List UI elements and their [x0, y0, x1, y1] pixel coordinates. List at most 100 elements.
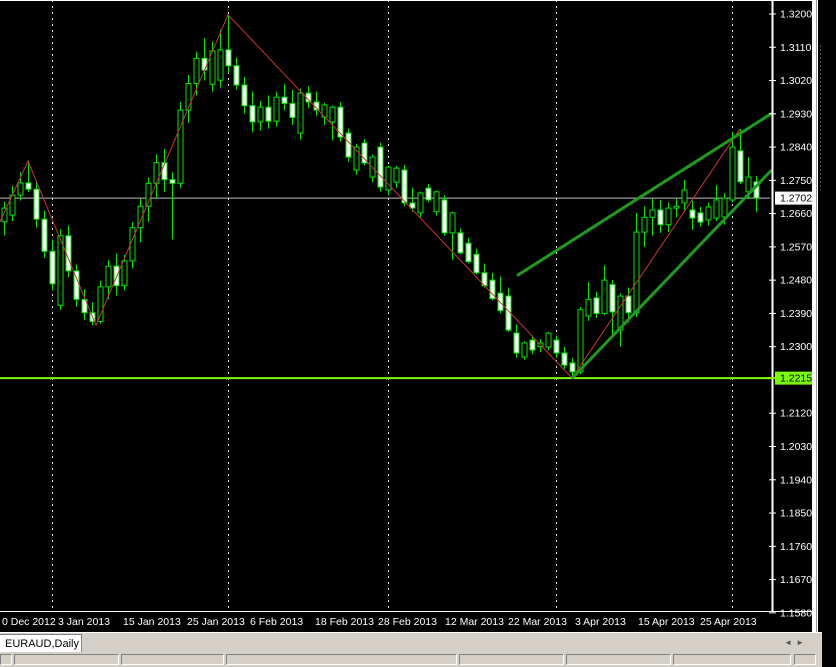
price-axis-label: 1.2030: [780, 441, 812, 453]
tab-label: EURAUD,Daily: [5, 638, 79, 650]
time-axis-label: 15 Apr 2013: [638, 616, 695, 628]
resize-grip-box[interactable]: [794, 654, 816, 665]
candle-body: [337, 106, 344, 138]
tab-scroll-buttons: ◄►: [784, 638, 808, 650]
price-axis-label: 1.2660: [780, 208, 812, 220]
candle-body: [185, 82, 192, 111]
candle-body: [105, 265, 112, 288]
candle-body: [169, 179, 176, 184]
candle-body: [377, 146, 384, 188]
candle-body: [241, 84, 248, 107]
candle-body: [681, 189, 688, 204]
candle-body: [601, 279, 608, 314]
candle-body: [137, 205, 144, 229]
candle-body: [217, 49, 224, 81]
candle-body: [257, 106, 264, 123]
price-axis-label: 1.1760: [780, 541, 812, 553]
candle-body: [41, 218, 48, 252]
candle-body: [689, 209, 696, 219]
candle-body: [409, 202, 416, 209]
status-bar: [0, 652, 822, 667]
price-axis-label: 1.1580: [780, 607, 812, 619]
candle-body: [385, 166, 392, 191]
scroll-left-icon[interactable]: ◄: [784, 638, 797, 647]
price-axis-label: 1.2480: [780, 275, 812, 287]
candle-body: [49, 250, 56, 285]
time-axis-label: 6 Feb 2013: [250, 616, 303, 628]
candle-body: [297, 92, 304, 134]
scroll-right-icon[interactable]: ►: [796, 638, 808, 647]
status-panel: [459, 654, 564, 665]
candle-body: [497, 292, 504, 311]
candle-body: [329, 106, 336, 123]
price-axis-label: 1.2390: [780, 308, 812, 320]
candle-body: [353, 146, 360, 171]
candle-body: [561, 352, 568, 366]
candle-body: [617, 295, 624, 331]
candle-body: [729, 146, 736, 201]
candle-body: [513, 332, 520, 354]
window-right-margin: [822, 0, 836, 667]
status-panel: [226, 654, 457, 665]
time-axis-label: 25 Apr 2013: [700, 616, 757, 628]
status-panel: [673, 654, 791, 665]
status-panel: [566, 654, 671, 665]
candle-body: [577, 309, 584, 373]
candle-body: [401, 169, 408, 204]
candle-body: [249, 105, 256, 123]
candle-body: [225, 49, 232, 67]
support-level-badge: [775, 371, 812, 385]
status-panel: [14, 654, 119, 665]
price-axis-label: 1.1670: [780, 574, 812, 586]
tab-euraud-daily[interactable]: EURAUD,Daily: [0, 634, 82, 653]
candle-body: [569, 362, 576, 373]
time-axis-label: 12 Mar 2013: [445, 616, 504, 628]
price-axis-label: 1.2930: [780, 108, 812, 120]
candle-body: [705, 206, 712, 221]
candle-body: [697, 212, 704, 223]
candle-body: [449, 212, 456, 234]
zigzag-indicator[interactable]: [0, 13, 741, 379]
candle-body: [473, 253, 480, 274]
candle-body: [345, 132, 352, 158]
price-axis-label: 1.3020: [780, 75, 812, 87]
candle-body: [177, 109, 184, 184]
candle-body: [81, 298, 88, 314]
candle-body: [121, 260, 128, 287]
candle-body: [657, 209, 664, 226]
time-axis-label: 22 Mar 2013: [508, 616, 567, 628]
candle-body: [393, 167, 400, 183]
candle-body: [17, 182, 24, 196]
time-axis-label: 18 Feb 2013: [315, 616, 374, 628]
chart-background[interactable]: [0, 0, 836, 632]
candle-body: [721, 197, 728, 218]
candle-body: [585, 298, 592, 317]
time-axis-label: 3 Apr 2013: [575, 616, 626, 628]
candle-body: [25, 182, 32, 190]
candle-body: [153, 162, 160, 184]
window-right-border: [812, 0, 818, 632]
candle-body: [265, 106, 272, 122]
price-axis-label: 1.2750: [780, 175, 812, 187]
candle-body: [489, 279, 496, 300]
time-axis-label: 0 Dec 2012: [2, 616, 56, 628]
time-axis-label: 25 Jan 2013: [187, 616, 245, 628]
candle-body: [33, 188, 40, 220]
candle-body: [521, 342, 528, 358]
trendline-channel-lower[interactable]: [571, 169, 773, 379]
candlestick-chart[interactable]: 1.3200 1.3110 1.3020 1.2930 1.2840 1.2750 1.26…: [0, 0, 836, 632]
price-axis-label: 1.2840: [780, 142, 812, 154]
trendline-channel-upper[interactable]: [516, 112, 773, 277]
chart-tab-bar: EURAUD,Daily ◄►: [0, 632, 822, 653]
candle-body: [609, 284, 616, 313]
candle-body: [641, 216, 648, 233]
price-axis-label: 1.2300: [780, 341, 812, 353]
price-axis-label: 1.2120: [780, 408, 812, 420]
candle-body: [545, 332, 552, 348]
candle-body: [649, 209, 656, 218]
candle-body: [1, 207, 8, 223]
candle-body: [281, 96, 288, 104]
candle-body: [425, 187, 432, 201]
time-axis-label: 3 Jan 2013: [58, 616, 110, 628]
candle-body: [713, 199, 720, 219]
